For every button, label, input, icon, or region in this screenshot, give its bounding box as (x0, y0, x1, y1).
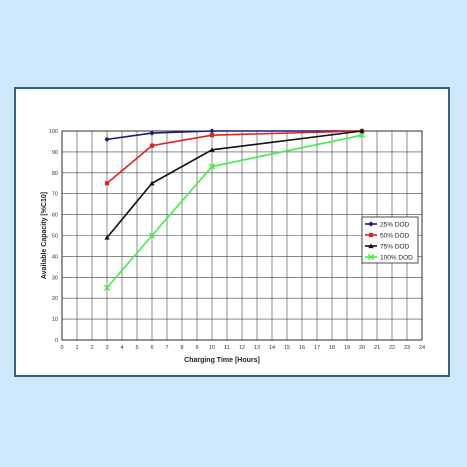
x-tick-label: 6 (150, 345, 153, 351)
y-tick-label: 100 (49, 129, 58, 135)
x-axis-title: Charging Time [Hours] (184, 357, 260, 364)
data-point (104, 234, 110, 240)
x-tick-label: 17 (314, 345, 320, 351)
x-tick-label: 18 (329, 345, 335, 351)
x-tick-label: 12 (239, 345, 245, 351)
data-point (368, 232, 374, 238)
x-tick-label: 5 (135, 345, 138, 351)
data-point (148, 232, 156, 239)
x-tick-label: 14 (269, 345, 275, 351)
x-tick-label: 7 (165, 345, 168, 351)
y-tick-label: 60 (52, 213, 58, 219)
y-tick-label: 70 (52, 192, 58, 198)
y-tick-label: 50 (52, 234, 58, 240)
x-tick-label: 22 (389, 345, 395, 351)
line-chart: 0 1 2 3 4 5 6 7 8 9 10 11 12 13 14 15 16 17 18 19 20 21 22 23 24… (41, 128, 425, 364)
x-tick-label: 10 (209, 345, 215, 351)
data-point (209, 128, 215, 134)
series-2 (104, 128, 365, 240)
data-point (104, 136, 110, 142)
x-tick-label: 2 (90, 345, 93, 351)
x-tick-label: 0 (60, 345, 63, 351)
data-point (103, 284, 111, 291)
x-tick-label: 3 (105, 345, 108, 351)
series-line (106, 134, 363, 289)
y-tick-label: 10 (52, 317, 58, 323)
y-tick-label: 40 (52, 254, 58, 260)
y-tick-label: 80 (52, 171, 58, 177)
series-line (106, 130, 363, 239)
x-tick-label: 15 (284, 345, 290, 351)
data-point (104, 181, 110, 186)
y-tick-label: 90 (52, 150, 58, 156)
legend-label: 25% DOD (380, 221, 410, 228)
data-point (209, 147, 215, 152)
y-tick-label: 0 (55, 338, 58, 344)
legend-label: 100% DOD (380, 254, 413, 261)
x-tick-label: 24 (419, 345, 425, 351)
x-tick-label: 16 (299, 345, 305, 351)
x-tick-label: 4 (120, 345, 123, 351)
series-line (106, 130, 363, 184)
data-point (149, 180, 155, 186)
y-axis-title: Available Capacity [%C10] (41, 192, 48, 279)
data-point (358, 132, 366, 139)
y-tick-label: 20 (52, 296, 58, 302)
x-tick-label: 21 (374, 345, 380, 351)
y-tick-label: 30 (52, 275, 58, 281)
data-point (149, 130, 155, 136)
x-tick-label: 9 (195, 345, 198, 351)
x-tick-label: 19 (344, 345, 350, 351)
data-point (367, 253, 375, 261)
x-tick-label: 1 (75, 345, 78, 351)
x-tick-label: 13 (254, 345, 260, 351)
legend: 25% DOD 50% DOD 75% DOD 100% DOD (361, 216, 419, 264)
data-point (368, 221, 374, 227)
x-tick-label: 11 (224, 345, 230, 351)
series-line (106, 130, 362, 141)
data-point (209, 133, 215, 138)
series-lines (103, 128, 366, 291)
legend-label: 75% DOD (380, 243, 410, 250)
data-point (359, 128, 365, 134)
x-tick-label: 23 (404, 345, 410, 351)
x-tick-label: 8 (180, 345, 183, 351)
data-point (208, 163, 216, 170)
x-tick-label: 20 (359, 345, 365, 351)
series-3 (103, 132, 366, 291)
series-1 (104, 128, 365, 186)
data-point (368, 243, 374, 249)
chart-frame: 0 1 2 3 4 5 6 7 8 9 10 11 12 13 14 15 16 17 18 19 20 21 22 23 24… (14, 87, 450, 377)
data-point (149, 143, 155, 148)
legend-label: 50% DOD (380, 232, 410, 239)
